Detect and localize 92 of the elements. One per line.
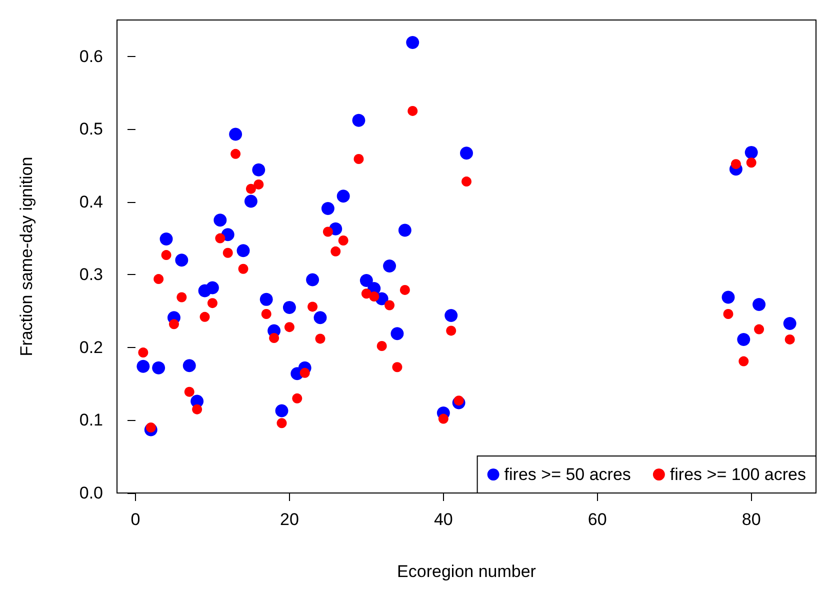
point [354,154,364,164]
y-tick-label: 0.0 [79,484,103,502]
x-tick-label: 60 [588,510,607,529]
point [261,308,272,319]
y-tick-label: 0.4 [79,192,103,212]
point [352,114,366,127]
point [438,414,448,424]
x-axis-title: Ecoregion number [397,562,536,581]
point [136,360,150,373]
point [246,184,256,194]
point [383,259,396,272]
point [722,290,735,304]
point [454,396,464,406]
point [406,36,420,50]
point [398,224,412,237]
point [282,300,296,314]
y-tick-label: 0.6 [79,46,103,66]
point [238,264,248,274]
point [146,422,156,433]
point [754,324,764,334]
point [306,273,320,286]
point [300,368,310,378]
x-tick-label: 0 [130,510,140,529]
point [384,300,395,310]
point [744,146,758,159]
point [444,308,458,322]
point [784,334,795,344]
point [322,226,333,237]
point [737,332,750,346]
point [392,362,402,372]
point [376,341,387,352]
y-axis-title: Fraction same-day ignition [17,156,36,356]
point [369,292,380,302]
point [275,404,288,418]
point [200,312,210,322]
point [360,274,373,288]
point [284,322,294,332]
point [752,298,766,312]
point [214,214,227,227]
point [330,246,341,256]
point [252,163,266,176]
legend-label: fires >= 100 acres [670,465,806,484]
point [723,308,734,319]
point [462,176,472,187]
point [184,386,194,397]
point [154,274,164,284]
point [400,284,410,295]
point [730,159,741,170]
point [192,404,202,414]
point [175,254,188,267]
point [292,393,302,404]
x-tick-label: 40 [434,510,453,529]
point [783,316,796,330]
point [315,334,326,344]
point [160,232,173,246]
point [222,248,233,258]
point [206,281,219,294]
legend-label: fires >= 50 acres [504,465,631,484]
point [207,298,218,308]
point [138,348,148,358]
x-tick-label: 20 [280,510,299,529]
x-tick-label: 80 [742,510,761,529]
point [236,244,250,258]
y-tick-label: 0.1 [79,410,103,430]
y-tick-label: 0.5 [79,120,103,139]
y-tick-label: 0.2 [79,338,103,357]
point [276,418,287,428]
point [182,359,196,372]
point [390,327,404,340]
point [321,202,334,215]
point [746,158,756,168]
point [446,326,456,336]
point [269,333,280,343]
point [338,235,348,246]
point [244,194,258,208]
point [229,128,242,141]
point [176,292,187,302]
point [152,361,166,374]
point [254,179,264,190]
point [260,292,273,306]
point [230,148,241,159]
point [460,146,473,160]
point [308,302,318,312]
point [361,288,372,299]
point [738,356,749,366]
point [336,190,350,203]
point [168,319,179,330]
point [408,106,418,116]
point [314,311,327,324]
point [215,233,226,244]
y-tick-label: 0.3 [79,265,103,284]
point [161,250,172,260]
